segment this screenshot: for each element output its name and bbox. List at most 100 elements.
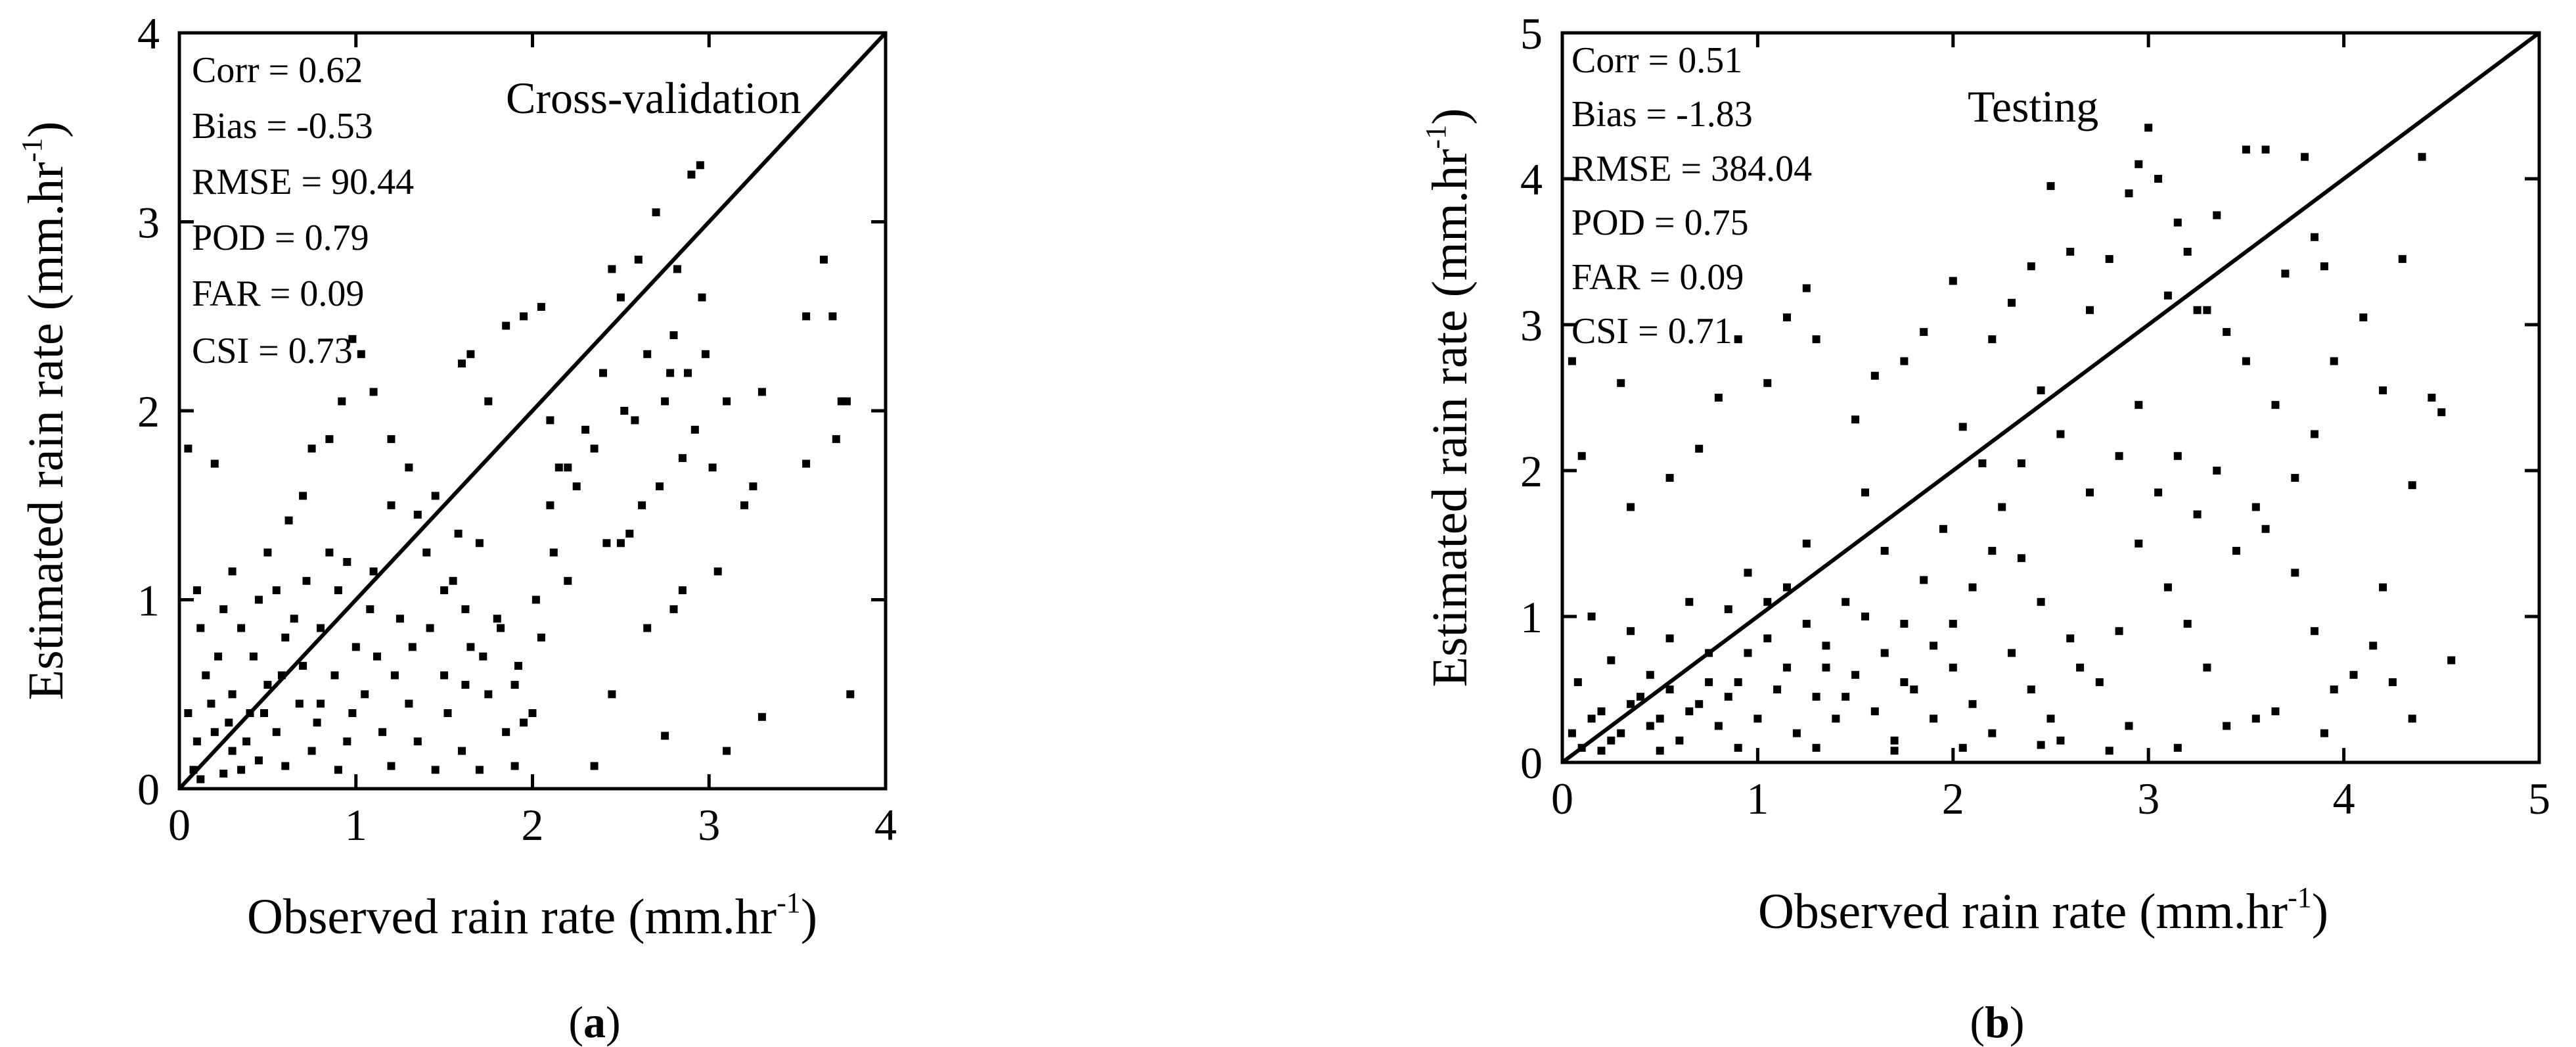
panel-a-point — [249, 652, 258, 661]
panel-b-point — [2213, 211, 2221, 220]
panel-b-point — [2125, 722, 2133, 730]
panel-a-point — [387, 435, 395, 444]
panel-b-point — [1656, 714, 1664, 723]
panel-b-stat-corr: Corr = 0.51 — [1571, 40, 1742, 81]
panel-a-point — [395, 615, 404, 623]
panel-b-point — [1646, 722, 1654, 730]
panel-b-point — [1958, 423, 1967, 431]
panel-a-y-tick-label: 1 — [137, 576, 160, 626]
panel-a-point — [272, 728, 281, 736]
panel-a-point — [405, 463, 413, 472]
panel-a-stat-pod: POD = 0.79 — [192, 218, 369, 258]
panel-a-point — [357, 350, 365, 358]
panel-b-x-tick-label: 5 — [2528, 774, 2550, 824]
panel-b-point — [1597, 707, 1606, 716]
panel-b-point — [1988, 547, 1997, 555]
panel-a-point — [422, 548, 431, 557]
panel-a-point — [440, 671, 449, 680]
panel-a-point — [842, 397, 851, 406]
panel-b-point — [1783, 313, 1791, 321]
panel-b-point — [2330, 357, 2338, 365]
panel-b-point — [2135, 401, 2143, 409]
panel-b-point — [1802, 540, 1811, 547]
panel-b-point — [2271, 401, 2280, 409]
panel-b-point — [1695, 444, 1704, 453]
panel-a-point — [832, 435, 840, 444]
panel-b-point — [2095, 678, 2104, 686]
panel-a-x-tick-label: 4 — [874, 800, 897, 850]
panel-b-point — [2115, 627, 2123, 636]
panel-b-point — [1968, 700, 1977, 709]
panel-a-point — [426, 624, 434, 632]
panel-b-point — [2242, 357, 2250, 365]
panel-b-point — [2251, 714, 2260, 723]
panel-a-point — [616, 293, 625, 302]
panel-a-point — [338, 397, 346, 406]
panel-b-point — [2046, 182, 2055, 191]
panel-a-point — [757, 388, 766, 396]
panel-b-point — [1685, 597, 1694, 606]
panel-a-point — [708, 463, 717, 472]
panel-a-chart: 0 1 2 3 4 0 1 2 3 4 Corr = 0.62 Bias = -0.53 RMS… — [16, 9, 897, 1047]
panel-b-stat-rmse: RMSE = 384.04 — [1571, 149, 1812, 189]
panel-a-y-tick-label: 4 — [137, 9, 160, 58]
panel-a-point — [819, 256, 828, 264]
panel-a-point — [458, 747, 466, 755]
panel-a-point — [431, 492, 440, 500]
panel-b-point — [2115, 452, 2123, 460]
panel-a-point — [546, 416, 554, 425]
panel-a-point — [723, 747, 731, 755]
panel-b-point — [1568, 729, 1576, 737]
panel-b-y-tick-label: 3 — [1520, 300, 1543, 350]
panel-a-point — [242, 737, 251, 746]
panel-b-point — [1958, 743, 1967, 752]
panel-a-label: (a) — [568, 997, 620, 1047]
panel-b-point — [2183, 248, 2192, 256]
panel-b-point — [2388, 678, 2397, 686]
panel-b-point — [1900, 620, 1909, 628]
panel-b-point — [2027, 262, 2035, 271]
panel-b-point — [1930, 714, 1938, 723]
panel-a-point — [510, 680, 519, 689]
panel-b-point — [1783, 583, 1791, 592]
panel-b-point — [2271, 707, 2280, 716]
panel-a-x-axis-label: Observed rain rate (mm.hr-1) — [247, 887, 817, 944]
panel-b-point — [2311, 430, 2318, 438]
panel-a-point — [599, 369, 607, 377]
panel-a-point — [602, 539, 611, 547]
panel-b-chart: 0 1 2 3 4 5 0 1 2 3 4 5 Corr = 0.51 Bias = -1.83 R… — [1420, 9, 2550, 1047]
panel-b-y-ticks: 0 1 2 3 4 5 — [1520, 9, 2539, 788]
panel-a-stat-corr: Corr = 0.62 — [192, 50, 363, 91]
panel-a-point — [846, 690, 855, 699]
panel-b-point — [2349, 670, 2358, 679]
panel-a-point — [466, 350, 475, 358]
panel-a-point — [351, 643, 360, 651]
panel-b-point — [2173, 452, 2182, 460]
panel-b-y-tick-label: 0 — [1520, 738, 1543, 788]
panel-b-point — [2076, 663, 2085, 672]
panel-b-point — [1968, 583, 1977, 592]
panel-b-point — [1822, 641, 1830, 650]
panel-a-point — [343, 558, 351, 566]
panel-a-point — [554, 463, 563, 472]
panel-a-point — [661, 397, 669, 406]
panel-b-point — [1802, 620, 1811, 628]
panel-a-point — [696, 161, 704, 170]
panel-a-point — [502, 728, 510, 736]
panel-a-point — [237, 766, 246, 774]
panel-b-point — [2311, 233, 2318, 241]
panel-a-point — [387, 762, 395, 770]
panel-a-x-tick-label: 0 — [168, 800, 191, 850]
panel-a-stat-far: FAR = 0.09 — [192, 273, 364, 314]
panel-a-point — [684, 369, 692, 377]
panel-b-point — [1920, 576, 1928, 584]
panel-a-point — [387, 501, 395, 509]
panel-b-point — [2437, 408, 2446, 417]
panel-a-point — [678, 454, 687, 462]
panel-b-point — [1880, 547, 1889, 555]
panel-b-point — [1637, 693, 1644, 701]
panel-a-point — [828, 312, 837, 321]
panel-b-point — [2291, 474, 2299, 482]
panel-a-point — [537, 634, 545, 641]
